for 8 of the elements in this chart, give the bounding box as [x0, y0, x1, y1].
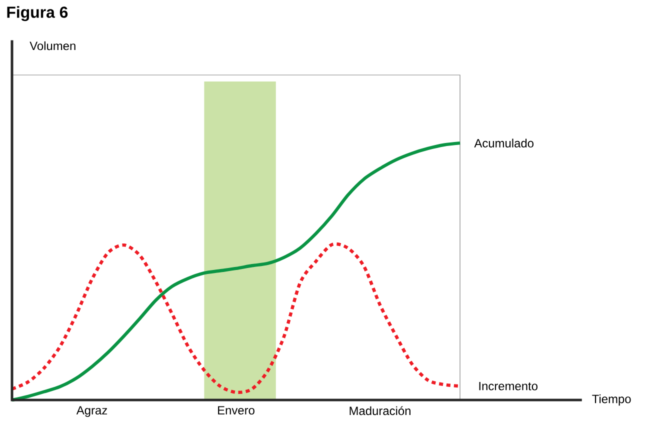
chart-title: Figura 6: [7, 6, 68, 22]
x-tick-label: Envero: [218, 406, 254, 415]
text: Volumen: [30, 41, 76, 50]
series-label: Incremento: [479, 382, 538, 390]
series-label: Acumulado: [474, 138, 534, 148]
text: Tiempo: [592, 394, 631, 406]
x-tick-label: Maduración: [350, 406, 410, 416]
x-tick-label: Agraz: [76, 406, 108, 417]
